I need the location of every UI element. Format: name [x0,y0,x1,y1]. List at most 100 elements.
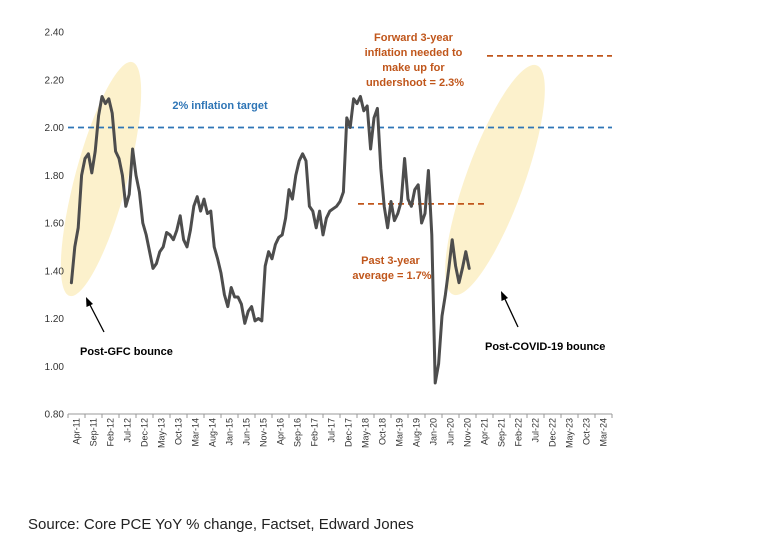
y-tick-label: 1.00 [45,362,65,373]
data-point [281,234,283,236]
x-tick-label: May-13 [157,418,167,448]
data-point [438,363,440,365]
series-group [69,95,471,385]
x-tick-label: Aug-14 [208,418,218,447]
data-point [132,148,134,150]
data-point [240,303,242,305]
data-point [104,103,106,105]
data-point [404,157,406,160]
data-point [451,239,453,241]
source-note: Source: Core PCE YoY % change, Factset, … [28,516,414,533]
data-point [424,212,426,215]
data-point [407,198,409,200]
data-point [383,205,385,207]
data-point [468,267,470,269]
data-point [155,263,157,265]
data-point [427,169,429,172]
x-tick-label: Sep-21 [497,418,507,447]
data-point [111,112,113,114]
x-axis: Apr-11 Sep-11 Feb-12 Jul-12 Dec-12 May-13 Oct-… [67,413,613,448]
data-point [393,220,395,222]
covid-bounce-label: Post-COVID-19 bounce [485,341,605,353]
data-point [189,229,191,231]
data-point [448,267,450,269]
data-point [349,126,351,129]
forward-label-line: undershoot = 2.3% [366,77,464,89]
x-tick-label: Sep-16 [293,418,303,447]
x-tick-label: Dec-12 [140,418,150,447]
data-point [196,196,198,198]
data-point [206,212,208,215]
data-point [247,310,249,312]
forward-label-line: make up for [382,62,445,74]
data-point [363,110,365,112]
data-point [172,239,174,241]
data-point [346,117,348,119]
data-point [342,191,344,193]
x-tick-label: Oct-18 [378,418,388,445]
data-point [203,198,205,200]
data-point [230,286,232,289]
data-point [115,150,117,152]
bounce-highlights [60,61,545,297]
data-point [339,200,341,203]
covid-arrow-icon [503,296,519,328]
x-tick-label: Dec-17 [344,418,354,447]
data-point [441,315,443,317]
x-tick-label: Apr-16 [276,418,286,445]
annotations: 2% inflation target Forward 3-year infla… [80,32,605,358]
x-tick-label: Jul-17 [327,418,337,443]
x-tick-label: May-23 [565,418,575,448]
data-point [254,320,256,322]
reference-lines [68,54,612,205]
y-tick-label: 1.80 [45,171,65,182]
data-point [312,210,314,212]
gfc-highlight [60,61,142,297]
data-point [176,229,178,231]
data-point [380,167,382,169]
y-tick-label: 1.40 [45,266,65,277]
x-tick-label: Aug-19 [412,418,422,447]
data-point [162,246,164,248]
x-tick-label: Mar-19 [395,418,405,447]
data-point [91,172,93,174]
x-tick-label: Oct-13 [174,418,184,445]
target-label: 2% inflation target [172,100,268,112]
covid-arrowhead-icon [501,291,508,301]
data-point [465,251,467,253]
data-point [142,222,144,224]
data-point [251,306,253,308]
data-point [458,282,460,284]
x-tick-label: Nov-15 [259,418,269,447]
y-axis: 0.80 1.00 1.20 1.40 1.60 1.80 2.00 2.20 2.40 [45,28,65,421]
data-point [77,227,79,229]
x-tick-label: May-18 [361,418,371,448]
data-point [217,258,219,260]
x-tick-label: Mar-14 [191,418,201,447]
data-point [370,148,372,150]
data-point [237,296,239,298]
data-point [183,239,185,241]
data-point [444,294,446,296]
x-tick-label: Apr-21 [480,418,490,445]
data-point [315,227,317,229]
data-point [94,150,96,152]
data-point [268,251,270,253]
data-point [359,95,361,98]
data-point [213,246,215,248]
data-point [322,234,324,236]
y-tick-label: 0.80 [45,410,65,421]
data-point [461,267,463,269]
data-point [288,189,290,191]
data-point [387,227,389,229]
data-point [128,193,130,195]
x-tick-label: Nov-20 [463,418,473,447]
data-point [397,212,399,215]
data-point [152,267,154,269]
data-point [135,174,137,176]
data-point [125,205,127,207]
x-tick-label: Jul-22 [531,418,541,443]
data-point [390,200,392,203]
data-point [257,317,259,320]
